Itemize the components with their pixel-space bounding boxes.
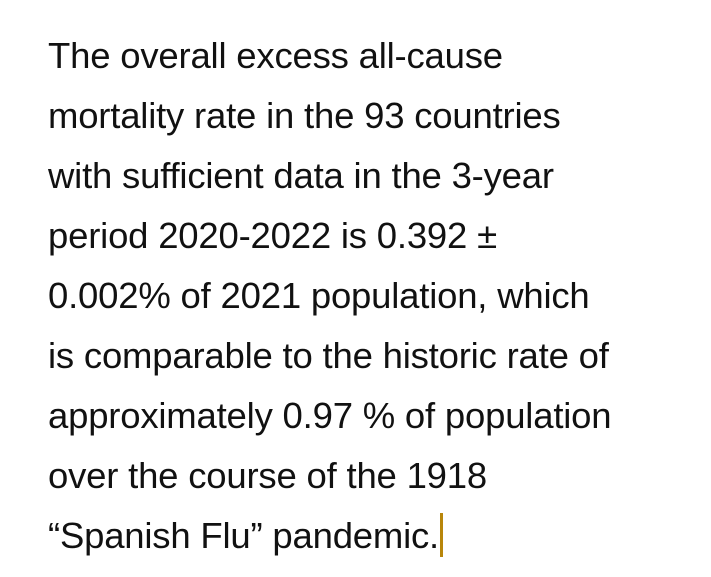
document-paragraph[interactable]: The overall excess all-cause mortality r… — [48, 26, 703, 566]
text-line-4: period 2020-2022 is 0.392 ± — [48, 215, 497, 256]
text-cursor — [440, 513, 444, 557]
text-line-3: with sufficient data in the 3-year — [48, 155, 554, 196]
text-line-9: “Spanish Flu” pandemic. — [48, 515, 440, 556]
text-line-1: The overall excess all-cause — [48, 35, 503, 76]
text-line-6: is comparable to the historic rate of — [48, 335, 609, 376]
text-line-7: approximately 0.97 % of population — [48, 395, 612, 436]
text-line-2: mortality rate in the 93 countries — [48, 95, 561, 136]
text-line-8: over the course of the 1918 — [48, 455, 487, 496]
text-line-5: 0.002% of 2021 population, which — [48, 275, 590, 316]
text-line-9-with-cursor: “Spanish Flu” pandemic. — [48, 506, 703, 566]
